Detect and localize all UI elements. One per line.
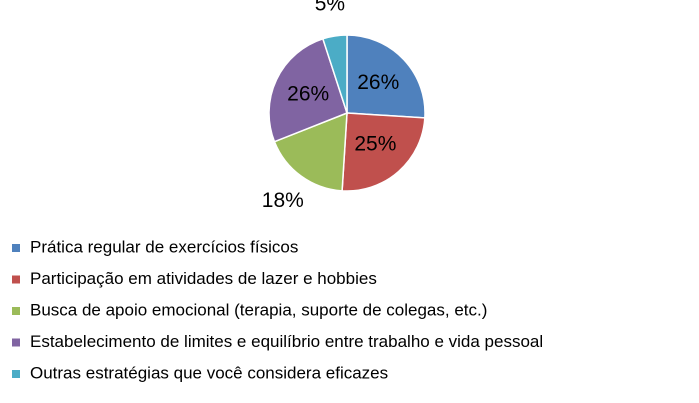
data-label: 26% bbox=[287, 82, 329, 105]
legend-label: Participação em atividades de lazer e ho… bbox=[30, 269, 377, 288]
legend-label: Outras estratégias que você considera ef… bbox=[30, 363, 388, 382]
pie-slice bbox=[341, 112, 426, 192]
legend-swatch bbox=[12, 275, 20, 284]
pie-slice bbox=[268, 37, 348, 143]
legend-swatch bbox=[12, 338, 20, 347]
legend-swatch bbox=[12, 307, 20, 315]
legend-label: Busca de apoio emocional (terapia, supor… bbox=[30, 300, 487, 319]
data-label: 26% bbox=[357, 71, 399, 94]
data-label: 5% bbox=[315, 0, 345, 16]
legend-swatch bbox=[12, 370, 20, 378]
legend-label: Estabelecimento de limites e equilíbrio … bbox=[30, 332, 543, 351]
data-label: 25% bbox=[354, 133, 396, 156]
pie-slice bbox=[346, 34, 426, 119]
legend-swatch bbox=[12, 244, 20, 252]
legend-label: Prática regular de exercícios físicos bbox=[30, 237, 298, 256]
data-label: 18% bbox=[262, 189, 304, 212]
pie-slice bbox=[273, 111, 348, 192]
pie-slice bbox=[321, 34, 348, 114]
